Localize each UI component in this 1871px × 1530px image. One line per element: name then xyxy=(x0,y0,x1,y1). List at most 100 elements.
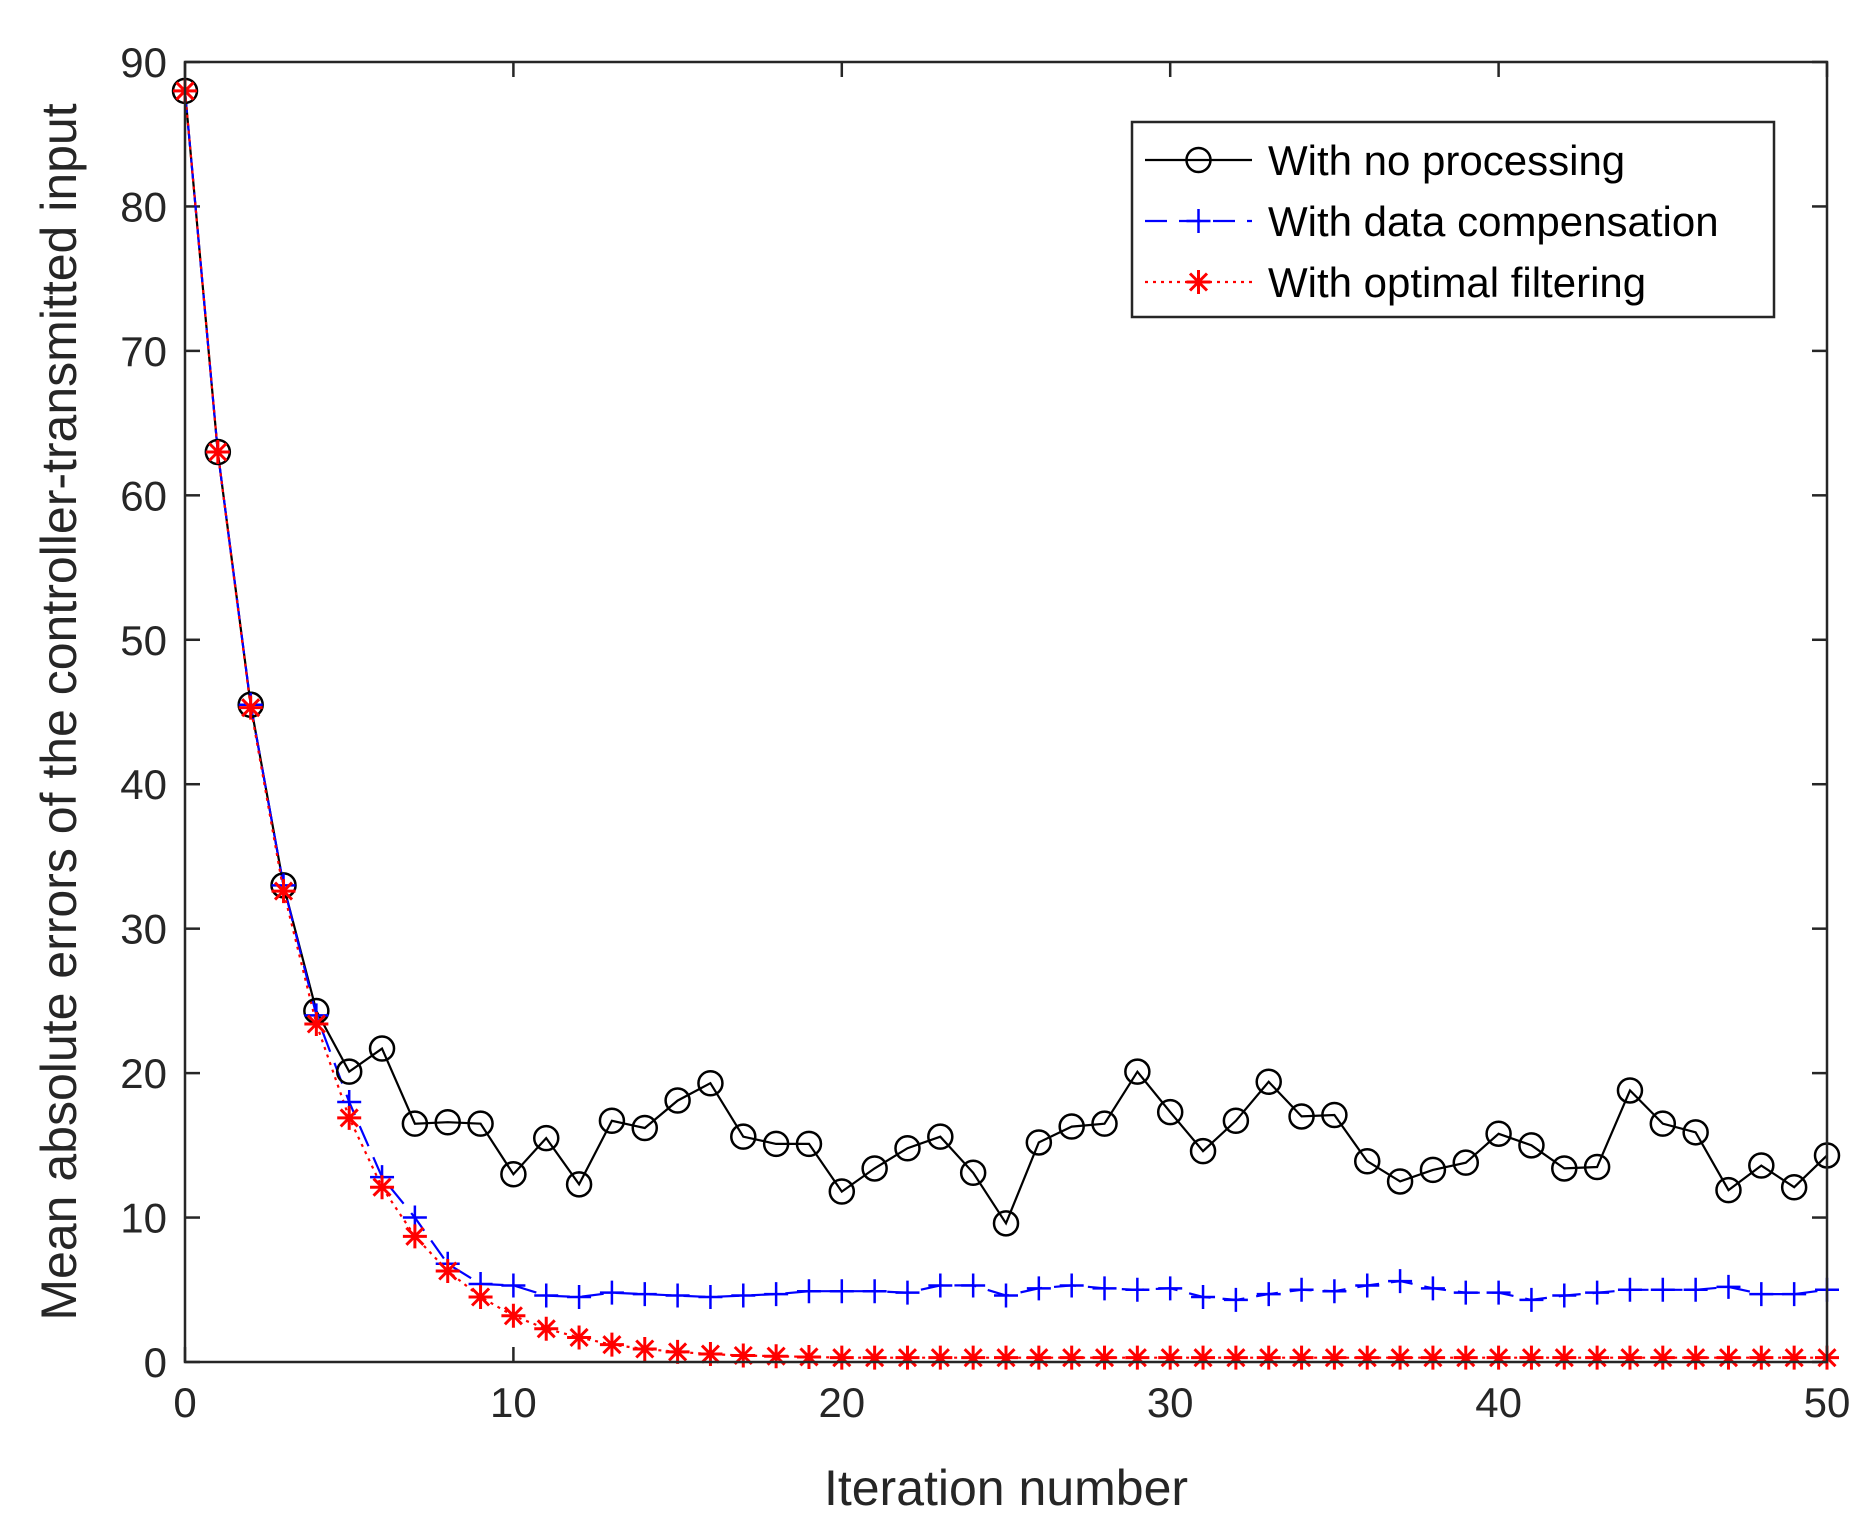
data-point-with-optimal-filtering xyxy=(1486,1345,1511,1370)
data-point-with-data-compensation xyxy=(1355,1273,1380,1298)
y-axis-label: Mean absolute errors of the controller-t… xyxy=(31,103,87,1320)
legend-box xyxy=(1130,120,1776,319)
data-point-with-no-processing xyxy=(467,1110,494,1137)
data-point-with-optimal-filtering xyxy=(1782,1345,1807,1370)
legend-marker-with-optimal-filtering xyxy=(1186,270,1211,294)
y-tick-label: 20 xyxy=(120,1050,167,1097)
data-point-with-no-processing xyxy=(1616,1077,1644,1104)
data-point-with-no-processing xyxy=(795,1130,823,1158)
data-point-with-no-processing xyxy=(664,1087,691,1114)
data-point-with-data-compensation xyxy=(1125,1277,1150,1302)
y-tick-label: 30 xyxy=(120,906,167,953)
data-point-with-no-processing xyxy=(992,1210,1020,1237)
data-point-with-data-compensation xyxy=(731,1283,756,1308)
data-point-with-no-processing xyxy=(894,1134,921,1162)
data-point-with-optimal-filtering xyxy=(1683,1345,1708,1370)
data-point-with-data-compensation xyxy=(1650,1277,1675,1302)
data-point-with-optimal-filtering xyxy=(1453,1345,1478,1370)
data-point-with-data-compensation xyxy=(1683,1277,1708,1302)
data-point-with-optimal-filtering xyxy=(567,1325,592,1350)
data-point-with-optimal-filtering xyxy=(994,1345,1018,1370)
data-point-with-optimal-filtering xyxy=(1026,1345,1051,1370)
y-tick-label: 60 xyxy=(120,472,167,519)
data-point-with-no-processing xyxy=(1255,1068,1282,1096)
data-point-with-no-processing xyxy=(1189,1137,1217,1165)
data-point-with-no-processing xyxy=(1222,1107,1250,1135)
data-point-with-data-compensation xyxy=(1585,1280,1610,1305)
data-point-with-no-processing xyxy=(401,1110,429,1137)
data-point-with-optimal-filtering xyxy=(665,1339,690,1364)
data-point-with-no-processing xyxy=(1321,1101,1348,1129)
data-point-with-no-processing xyxy=(1091,1110,1118,1137)
data-point-with-no-processing xyxy=(1386,1168,1414,1195)
data-point-with-no-processing xyxy=(565,1171,593,1198)
data-point-with-no-processing xyxy=(697,1069,724,1097)
x-tick-label: 30 xyxy=(1147,1379,1194,1426)
data-point-with-data-compensation xyxy=(1519,1287,1544,1312)
data-point-with-optimal-filtering xyxy=(1388,1345,1413,1370)
data-point-with-optimal-filtering xyxy=(1059,1345,1084,1370)
data-point-with-no-processing xyxy=(1780,1173,1808,1201)
data-point-with-optimal-filtering xyxy=(1617,1345,1642,1370)
data-point-with-optimal-filtering xyxy=(1125,1345,1150,1370)
data-point-with-data-compensation xyxy=(1059,1273,1084,1298)
data-point-with-data-compensation xyxy=(1388,1269,1413,1294)
data-point-with-optimal-filtering xyxy=(304,1012,329,1036)
data-point-with-no-processing xyxy=(631,1114,659,1142)
data-point-with-no-processing xyxy=(368,1035,396,1062)
data-point-with-no-processing xyxy=(1682,1119,1709,1146)
data-point-with-optimal-filtering xyxy=(1158,1345,1183,1370)
data-point-with-optimal-filtering xyxy=(764,1344,789,1369)
data-point-with-no-processing xyxy=(500,1160,527,1188)
legend: With no processing With data compensation… xyxy=(1130,120,1776,319)
x-tick-label: 10 xyxy=(490,1379,537,1426)
data-point-with-optimal-filtering xyxy=(895,1345,920,1370)
y-tick-label: 40 xyxy=(120,761,167,808)
x-tick-label: 50 xyxy=(1804,1379,1851,1426)
series-markers xyxy=(171,77,1841,1370)
data-point-with-optimal-filtering xyxy=(1716,1345,1741,1370)
data-point-with-data-compensation xyxy=(1158,1276,1183,1301)
x-tick-label: 20 xyxy=(818,1379,865,1426)
data-point-with-data-compensation xyxy=(796,1279,821,1304)
data-point-with-data-compensation xyxy=(1322,1279,1347,1304)
data-point-with-data-compensation xyxy=(1782,1282,1807,1307)
axes-frame xyxy=(183,60,1829,1364)
data-point-with-optimal-filtering xyxy=(1223,1345,1248,1370)
data-point-with-optimal-filtering xyxy=(337,1105,362,1130)
data-point-with-data-compensation xyxy=(1552,1283,1577,1308)
data-point-with-optimal-filtering xyxy=(1092,1345,1117,1370)
data-point-with-optimal-filtering xyxy=(829,1345,854,1370)
data-point-with-data-compensation xyxy=(632,1282,657,1307)
legend-label-with-optimal-filtering: With optimal filtering xyxy=(1268,259,1646,306)
data-point-with-optimal-filtering xyxy=(961,1345,986,1370)
data-point-with-data-compensation xyxy=(534,1283,559,1308)
data-point-with-data-compensation xyxy=(1191,1285,1216,1309)
data-point-with-no-processing xyxy=(927,1123,954,1150)
legend-marker-with-no-processing xyxy=(1185,146,1212,174)
y-tick-label: 10 xyxy=(120,1195,167,1242)
data-point-with-data-compensation xyxy=(1026,1276,1051,1301)
data-point-with-no-processing xyxy=(1485,1120,1512,1148)
data-point-with-optimal-filtering xyxy=(1289,1345,1314,1370)
data-point-with-optimal-filtering xyxy=(402,1224,427,1249)
data-point-with-optimal-filtering xyxy=(435,1259,460,1283)
data-point-with-no-processing xyxy=(1288,1103,1315,1130)
data-point-with-data-compensation xyxy=(1716,1274,1741,1299)
y-tick-label: 0 xyxy=(144,1339,167,1386)
data-point-with-no-processing xyxy=(1419,1156,1447,1184)
data-point-with-optimal-filtering xyxy=(928,1345,953,1370)
data-point-with-data-compensation xyxy=(665,1283,690,1308)
data-point-with-data-compensation xyxy=(1617,1277,1642,1302)
data-point-with-no-processing xyxy=(335,1058,363,1085)
series-line-with-optimal-filtering xyxy=(183,90,1827,1359)
x-tick-label: 40 xyxy=(1475,1379,1522,1426)
data-point-with-no-processing xyxy=(598,1107,626,1135)
data-point-with-no-processing xyxy=(1058,1113,1085,1140)
data-point-with-no-processing xyxy=(1551,1155,1578,1182)
data-point-with-optimal-filtering xyxy=(862,1345,887,1370)
data-point-with-data-compensation xyxy=(698,1285,723,1309)
data-point-with-optimal-filtering xyxy=(370,1175,395,1200)
data-point-with-data-compensation xyxy=(1749,1282,1774,1307)
data-point-with-optimal-filtering xyxy=(599,1332,624,1357)
